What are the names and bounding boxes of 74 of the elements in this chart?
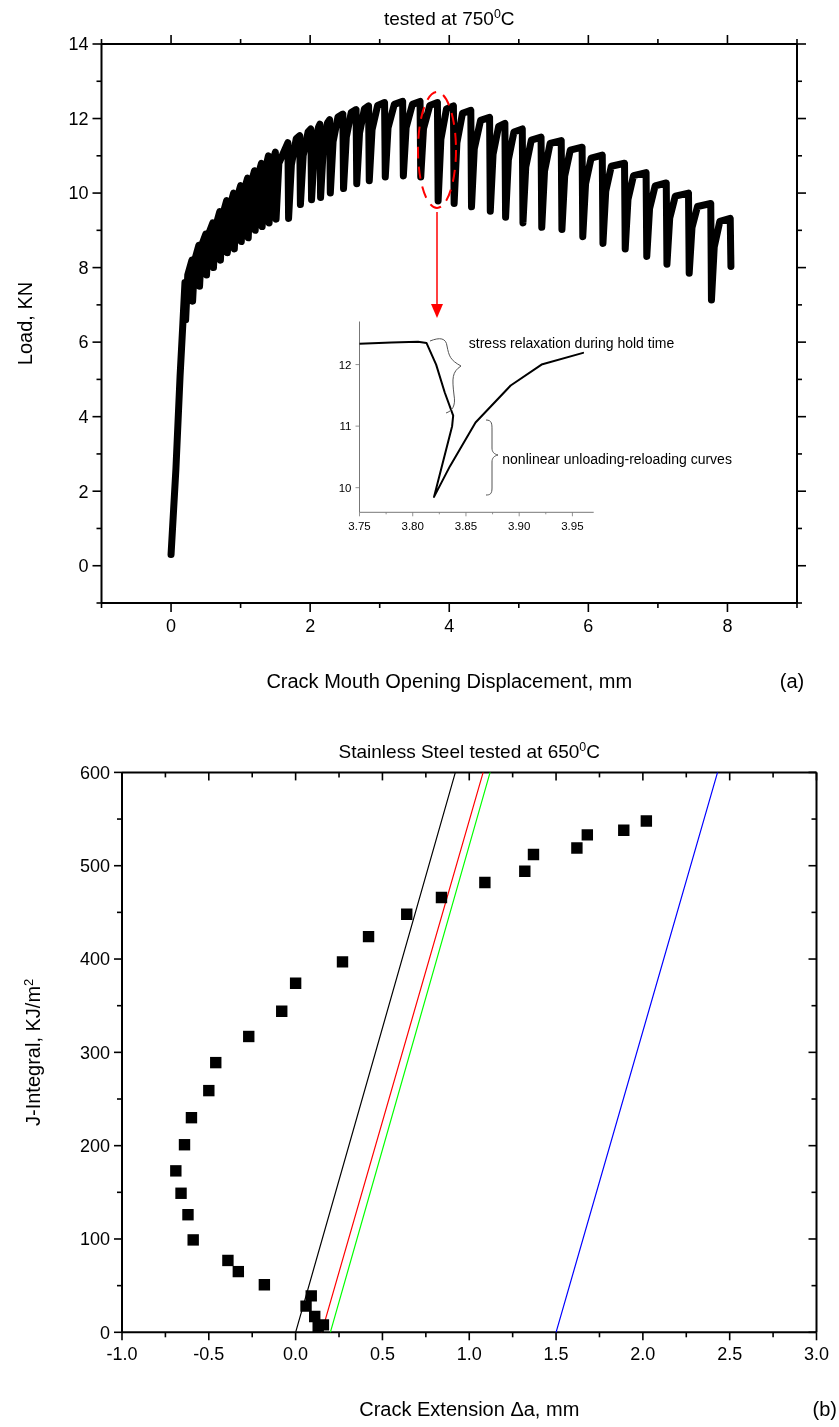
y-tick-label: 300 — [79, 1042, 110, 1063]
x-tick-label: 3.0 — [803, 1344, 830, 1365]
point — [640, 815, 653, 827]
y-tick-label: 400 — [79, 949, 110, 970]
y-tick-label: 0 — [99, 1322, 110, 1343]
y-tick-label: 200 — [79, 1135, 110, 1156]
point — [336, 956, 349, 968]
x-tick-label: 0.0 — [283, 1344, 309, 1365]
point — [178, 1139, 191, 1151]
point — [210, 1056, 222, 1069]
y-tick-label: 6 — [78, 332, 89, 353]
point — [479, 876, 491, 889]
point — [312, 1321, 324, 1333]
y-tick-label: 100 — [79, 1229, 110, 1250]
annotation: stress relaxation during hold time — [468, 334, 675, 351]
x-tick-label: 2.5 — [717, 1344, 743, 1365]
y-tick-label: 10 — [68, 183, 89, 204]
point — [519, 865, 531, 878]
point — [187, 1234, 199, 1246]
y-axis-title: Load, KN — [14, 281, 36, 366]
point — [222, 1254, 234, 1267]
y-tick-label: 2 — [78, 481, 89, 502]
point — [362, 930, 375, 943]
chart-title: Stainless Steel tested at 650$^{0}$C — [338, 740, 600, 762]
y-tick-label: 11 — [339, 420, 352, 433]
x-axis-title: Crack Extension Δa, mm — [359, 1398, 580, 1420]
point — [258, 1279, 271, 1291]
point — [300, 1300, 312, 1312]
x-tick-label: 4 — [444, 616, 455, 636]
x-tick-label: 3.85 — [454, 519, 478, 532]
x-tick-label: 3.80 — [401, 519, 424, 532]
point — [243, 1030, 255, 1043]
point — [527, 848, 540, 861]
y-tick-label: 14 — [68, 34, 89, 55]
text: (b) — [812, 1398, 837, 1420]
annotation: nonlinear unloading-reloading curves — [502, 451, 732, 467]
chart-title: tested at 750$^{0}$C — [384, 7, 515, 29]
x-tick-label: 0 — [166, 616, 177, 636]
y-tick-label: 500 — [79, 856, 110, 877]
x-axis-title: Crack Mouth Opening Displacement, mm — [266, 670, 633, 692]
point — [232, 1265, 245, 1278]
x-tick-label: 2 — [305, 616, 316, 636]
x-tick-label: 3.95 — [561, 519, 584, 532]
point — [175, 1187, 187, 1199]
point — [276, 1005, 288, 1017]
point — [581, 829, 594, 841]
point — [401, 908, 413, 920]
y-tick-label: 12 — [68, 108, 89, 129]
x-tick-label: 2.0 — [630, 1344, 656, 1365]
y-tick-label: 4 — [78, 406, 89, 427]
point — [305, 1290, 317, 1302]
x-tick-label: -1.0 — [106, 1344, 138, 1365]
y-tick-label: 600 — [79, 762, 110, 783]
x-tick-label: 3.90 — [507, 519, 531, 532]
point — [170, 1165, 182, 1177]
y-tick-label: 8 — [78, 257, 89, 278]
x-tick-label: 6 — [583, 616, 594, 636]
point — [185, 1111, 198, 1124]
point — [182, 1209, 194, 1221]
point — [289, 977, 302, 989]
x-tick-label: 0.5 — [369, 1344, 395, 1365]
y-tick-label: 12 — [338, 358, 352, 371]
x-tick-label: 1.0 — [456, 1344, 482, 1365]
y-tick-label: 0 — [78, 556, 89, 577]
x-tick-label: 8 — [722, 616, 733, 636]
x-tick-label: 1.5 — [543, 1344, 569, 1365]
text: (a) — [779, 670, 805, 692]
x-tick-label: -0.5 — [193, 1344, 225, 1365]
y-tick-label: 10 — [338, 481, 352, 494]
x-tick-label: 3.75 — [348, 519, 371, 532]
point — [618, 824, 630, 836]
point — [435, 891, 448, 904]
point — [203, 1084, 215, 1097]
point — [571, 842, 583, 854]
